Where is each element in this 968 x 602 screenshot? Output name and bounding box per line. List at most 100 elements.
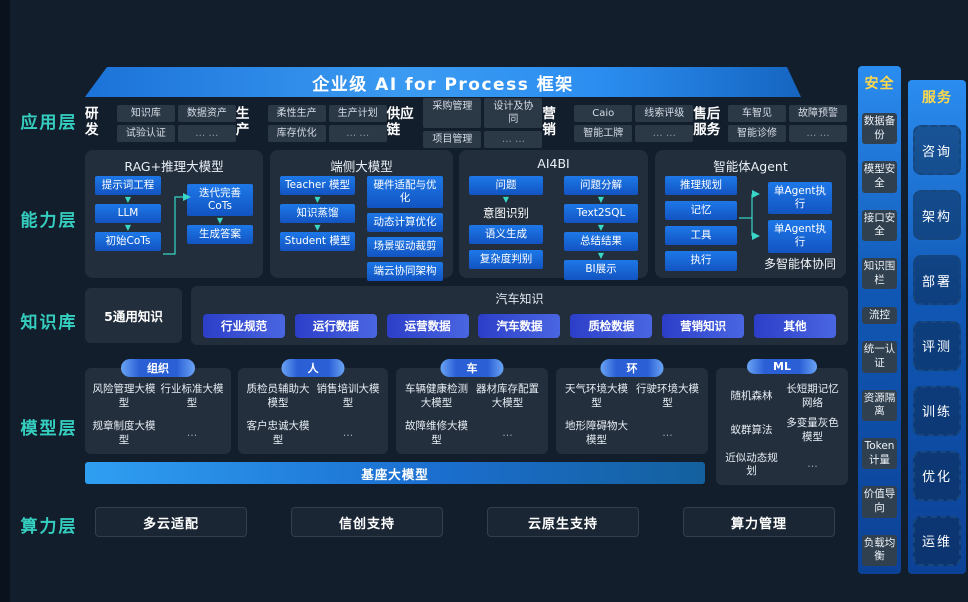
app-cell: 线索评级 (635, 104, 694, 122)
flow-text: 意图识别 (483, 206, 529, 221)
model-item: 质检员辅助大模型 (246, 383, 310, 409)
app-cell: Caio (574, 104, 633, 122)
application-row: 研发 知识库 数据资产 试验认证 … … 生产 柔性生产 生产计划 库存优化 …… (85, 98, 848, 148)
flow-box: 提示词工程 (95, 176, 161, 196)
compute-box-cloudnative: 云原生支持 (487, 507, 639, 537)
flow-box: 工具 (665, 226, 737, 246)
model-item-more: … (807, 458, 818, 471)
model-group-organization: 组织 风险管理大模型 行业标准大模型 规章制度大模型 … (85, 359, 231, 454)
model-tag: ML (747, 359, 817, 374)
app-cell: 柔性生产 (267, 104, 326, 122)
security-item: 统一认证 (862, 341, 897, 373)
model-item-more: … (186, 427, 198, 440)
app-cell-more: … … (635, 124, 694, 142)
model-item: 地形障碍物大模型 (565, 420, 628, 446)
security-item: 负载均衡 (862, 534, 897, 566)
knowledge-pill: 其他 (753, 314, 836, 338)
model-item-more: … (662, 427, 673, 440)
app-cell: 故障预警 (789, 104, 848, 122)
service-item: 优化 (913, 450, 961, 501)
title-banner: 企业级 AI for Process 框架 (85, 67, 801, 97)
arrow-down-icon: ▼ (597, 223, 605, 233)
service-item: 训练 (913, 385, 961, 436)
model-item-more: … (342, 427, 354, 440)
model-tag: 组织 (121, 359, 195, 377)
layer-label-model: 模型层 (20, 419, 78, 439)
security-item: 流控 (862, 306, 897, 325)
model-item: 天气环境大模型 (565, 383, 628, 409)
model-item: 规章制度大模型 (92, 420, 156, 446)
app-cell: 试验认证 (116, 124, 175, 142)
model-item: 客户忠诚大模型 (246, 420, 310, 446)
card-title: 端侧大模型 (330, 159, 393, 174)
app-domain-supply-chain: 供应链 采购管理 设计及协同 项目管理 … … (387, 98, 543, 148)
capability-card-agent: 智能体Agent 推理规划 记忆 工具 执行 单Agent执行 单Agent执行 (655, 150, 846, 278)
app-domain-marketing: 营销 Caio 线索评级 智能工牌 … … (542, 104, 694, 142)
app-cell: 智能诊修 (728, 124, 787, 142)
flow-box: 单Agent执行 (768, 182, 832, 215)
app-cell: 知识库 (116, 104, 175, 122)
domain-cells: Caio 线索评级 智能工牌 … … (574, 104, 694, 142)
model-item: 故障维修大模型 (405, 420, 468, 446)
capability-card-rag: RAG+推理大模型 提示词工程 ▼ LLM ▼ 初始CoTs 迭代完善CoTs … (85, 150, 263, 278)
service-item: 评测 (913, 320, 961, 371)
app-cell: 采购管理 (423, 98, 482, 128)
service-item: 运维 (913, 515, 961, 566)
flow-box: 总结结果 (564, 232, 638, 252)
model-tag: 车 (440, 359, 504, 377)
model-tag: 人 (281, 359, 345, 377)
security-item: 知识围栏 (862, 258, 897, 290)
flow-box: Teacher 模型 (280, 176, 355, 196)
model-item: 器材库存配置大模型 (476, 383, 539, 409)
security-item: 价值导向 (862, 486, 897, 518)
arrow-down-icon: ▼ (124, 223, 132, 233)
model-group-environment: 环 天气环境大模型 行驶环境大模型 地形障碍物大模型 … (556, 359, 708, 454)
layer-label-application: 应用层 (20, 113, 78, 133)
model-item-more: … (502, 427, 513, 440)
model-item: 多变量灰色模型 (786, 417, 839, 443)
flow-box: 端云协同架构 (367, 261, 443, 281)
app-cell-more: … … (789, 124, 848, 142)
arrow-down-icon: ▼ (597, 195, 605, 205)
flow-box: 初始CoTs (95, 232, 161, 252)
model-item: 风险管理大模型 (92, 383, 156, 409)
app-cell: 设计及协同 (484, 98, 543, 128)
flow-box: 执行 (665, 251, 737, 271)
flow-box: 迭代完善CoTs (187, 184, 253, 217)
domain-label: 营销 (542, 106, 556, 138)
domain-cells: 知识库 数据资产 试验认证 … … (116, 104, 236, 142)
security-column: 安全 数据备份 模型安全 接口安全 知识围栏 流控 统一认证 资源隔离 Toke… (858, 66, 901, 574)
model-tag: 环 (600, 359, 664, 377)
domain-label: 研发 (85, 106, 99, 138)
left-edge-strip (0, 0, 10, 602)
domain-cells: 采购管理 设计及协同 项目管理 … … (423, 98, 543, 148)
compute-box-xinchuang: 信创支持 (291, 507, 443, 537)
model-item: 近似动态规划 (725, 451, 778, 478)
capability-card-ai4bi: AI4BI 问题 ▼ 意图识别 语义生成 复杂度判别 问题分解 ▼ Text2S… (459, 150, 648, 280)
arrow-down-icon: ▼ (216, 216, 224, 226)
domain-cells: 柔性生产 生产计划 库存优化 … … (267, 104, 387, 142)
arrow-down-icon: ▼ (597, 251, 605, 261)
model-item: 随机森林 (730, 389, 773, 402)
security-title: 安全 (864, 76, 895, 92)
service-title: 服务 (922, 90, 952, 106)
flow-box: 动态计算优化 (367, 213, 443, 233)
flow-box: 问题 (469, 176, 543, 196)
flow-box: 单Agent执行 (768, 220, 832, 253)
service-item: 架构 (913, 190, 961, 241)
compute-box-management: 算力管理 (683, 507, 835, 537)
app-cell: 智能工牌 (574, 124, 633, 142)
model-item: 蚁群算法 (730, 424, 773, 437)
model-group-people: 人 质检员辅助大模型 销售培训大模型 客户忠诚大模型 … (238, 359, 388, 454)
flow-box: 记忆 (665, 201, 737, 221)
security-item: 数据备份 (862, 113, 897, 145)
flow-box: Student 模型 (280, 232, 355, 252)
app-domain-after-sales: 售后服务 车智见 故障预警 智能诊修 … … (693, 104, 848, 142)
domain-label: 生产 (235, 106, 250, 138)
arrow-down-icon: ▼ (314, 223, 321, 233)
knowledge-pill: 汽车数据 (478, 314, 561, 338)
arrow-down-icon: ▼ (124, 195, 132, 205)
app-cell: 车智见 (728, 104, 787, 122)
multi-agent-label: 多智能体协同 (763, 257, 836, 271)
